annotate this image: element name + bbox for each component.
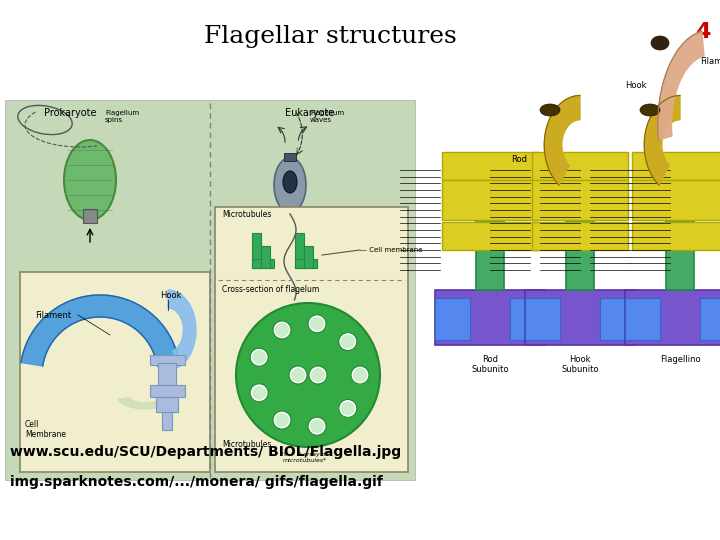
Circle shape — [275, 323, 289, 337]
Text: Rod
Subunito: Rod Subunito — [472, 355, 509, 374]
Circle shape — [351, 366, 369, 384]
Circle shape — [252, 350, 266, 364]
Text: img.sparknotes.com/.../monera/ gifs/flagella.gif: img.sparknotes.com/.../monera/ gifs/flag… — [10, 475, 383, 489]
Bar — [294, 259, 317, 268]
Bar — [5, 100, 415, 480]
Bar — [525, 298, 560, 340]
Bar — [532, 152, 628, 180]
Ellipse shape — [64, 140, 116, 220]
Bar — [525, 290, 635, 345]
Text: Cross-section of flagelum: Cross-section of flagelum — [222, 285, 319, 294]
Circle shape — [339, 400, 357, 417]
Bar — [632, 222, 720, 250]
Circle shape — [339, 333, 357, 350]
Text: Hook: Hook — [160, 291, 181, 300]
Bar — [600, 298, 635, 340]
Bar — [251, 259, 274, 268]
Ellipse shape — [651, 36, 669, 50]
Circle shape — [353, 368, 367, 382]
Circle shape — [250, 384, 268, 402]
Circle shape — [252, 386, 266, 400]
Polygon shape — [544, 96, 580, 185]
Bar — [435, 298, 470, 340]
Ellipse shape — [274, 158, 306, 213]
Bar — [83, 209, 97, 223]
Bar — [251, 233, 261, 268]
Text: Flagellino: Flagellino — [660, 355, 701, 364]
Bar — [510, 298, 545, 340]
Bar — [632, 152, 720, 180]
Text: Hook: Hook — [625, 80, 647, 90]
Circle shape — [236, 303, 380, 447]
Text: 4: 4 — [695, 22, 710, 42]
Ellipse shape — [283, 171, 297, 193]
Ellipse shape — [640, 104, 660, 116]
Bar — [476, 180, 504, 290]
Bar — [150, 355, 185, 365]
Text: Rod: Rod — [511, 156, 527, 165]
Text: Microtubules: Microtubules — [222, 440, 271, 449]
Text: '9 + 2 array of
microtubules*: '9 + 2 array of microtubules* — [282, 452, 328, 463]
Polygon shape — [644, 96, 680, 185]
Bar — [625, 298, 660, 340]
Text: www.scu.edu/SCU/Departments/ BIOL/Flagella.jpg: www.scu.edu/SCU/Departments/ BIOL/Flagel… — [10, 445, 401, 459]
Polygon shape — [168, 290, 196, 368]
Text: Flagellum
spins: Flagellum spins — [105, 110, 139, 123]
Bar — [20, 272, 210, 472]
Text: Hook
Subunito: Hook Subunito — [562, 355, 599, 374]
Bar — [666, 180, 694, 290]
Bar — [150, 385, 185, 397]
Bar — [304, 246, 312, 268]
Bar — [632, 180, 720, 220]
Bar — [625, 290, 720, 345]
Circle shape — [273, 321, 291, 339]
Circle shape — [341, 401, 355, 415]
Circle shape — [275, 413, 289, 427]
Bar — [158, 363, 176, 385]
Circle shape — [341, 335, 355, 349]
Bar — [215, 207, 408, 472]
Bar — [700, 298, 720, 340]
Circle shape — [291, 368, 305, 382]
Text: Flagellum
waves: Flagellum waves — [310, 110, 344, 123]
Circle shape — [310, 419, 324, 433]
Bar — [442, 152, 538, 180]
Text: Filament: Filament — [35, 310, 71, 320]
Circle shape — [289, 366, 307, 384]
Bar — [532, 222, 628, 250]
Bar — [156, 397, 178, 412]
Ellipse shape — [540, 104, 560, 116]
Text: Prokaryote: Prokaryote — [44, 108, 96, 118]
Bar — [261, 246, 269, 268]
Bar — [294, 233, 304, 268]
Bar — [284, 153, 296, 161]
Bar — [442, 222, 538, 250]
Text: — Cell membrane: — Cell membrane — [360, 247, 423, 253]
Circle shape — [308, 315, 326, 333]
Circle shape — [311, 368, 325, 382]
Circle shape — [308, 417, 326, 435]
Bar — [532, 180, 628, 220]
Circle shape — [250, 348, 268, 366]
Circle shape — [309, 366, 327, 384]
Circle shape — [310, 317, 324, 331]
Text: Eukaryote: Eukaryote — [285, 108, 335, 118]
Circle shape — [273, 411, 291, 429]
Bar — [435, 290, 545, 345]
Text: Microtubules: Microtubules — [222, 210, 271, 219]
Text: Cell
Membrane: Cell Membrane — [25, 420, 66, 440]
Text: Flagellar structures: Flagellar structures — [204, 25, 456, 48]
Text: Filament: Filament — [700, 57, 720, 66]
Bar — [162, 412, 172, 430]
Polygon shape — [21, 295, 179, 366]
Bar — [566, 180, 594, 290]
Polygon shape — [118, 397, 171, 409]
Polygon shape — [658, 31, 704, 140]
Bar — [442, 180, 538, 220]
